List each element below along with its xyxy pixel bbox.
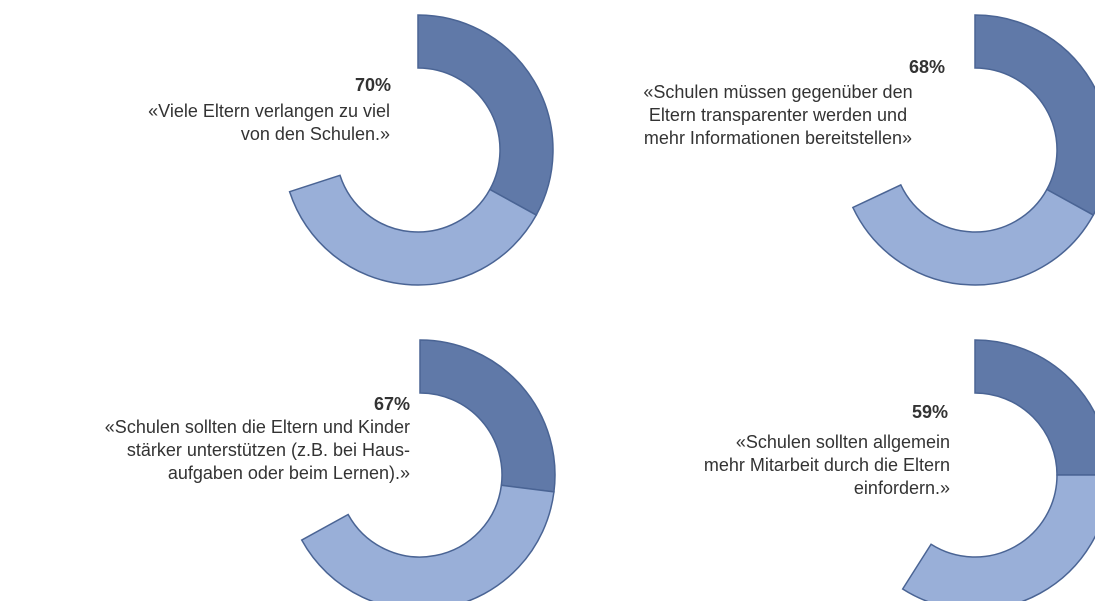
donut-segment [974, 14, 1095, 217]
quote-line: «Viele Eltern verlangen zu viel [148, 101, 390, 121]
donut-segment [901, 474, 1095, 601]
quote-line: aufgaben oder beim Lernen).» [168, 463, 410, 483]
quote-line: «Schulen sollten die Eltern und Kinder [105, 417, 410, 437]
donut-segment [288, 174, 538, 286]
quote-line: mehr Informationen bereitstellen» [644, 128, 912, 148]
quote-line: von den Schulen.» [241, 124, 390, 144]
quote-line: Eltern transparenter werden und [649, 105, 907, 125]
donut-segment [300, 484, 555, 601]
donut-segment [851, 183, 1095, 286]
percent-label: 68% [909, 57, 945, 77]
quote-line: mehr Mitarbeit durch die Eltern [704, 455, 950, 475]
quote-line: einfordern.» [854, 478, 950, 498]
percent-label: 59% [912, 402, 948, 422]
donut-segment [974, 339, 1095, 476]
percent-label: 70% [355, 75, 391, 95]
quote-line: stärker unterstützen (z.B. bei Haus- [127, 440, 410, 460]
quote-line: «Schulen müssen gegenüber den [643, 82, 912, 102]
donut-segment [417, 14, 554, 217]
donut-segment [419, 339, 556, 493]
percent-label: 67% [374, 394, 410, 414]
quote-line: «Schulen sollten allgemein [736, 432, 950, 452]
